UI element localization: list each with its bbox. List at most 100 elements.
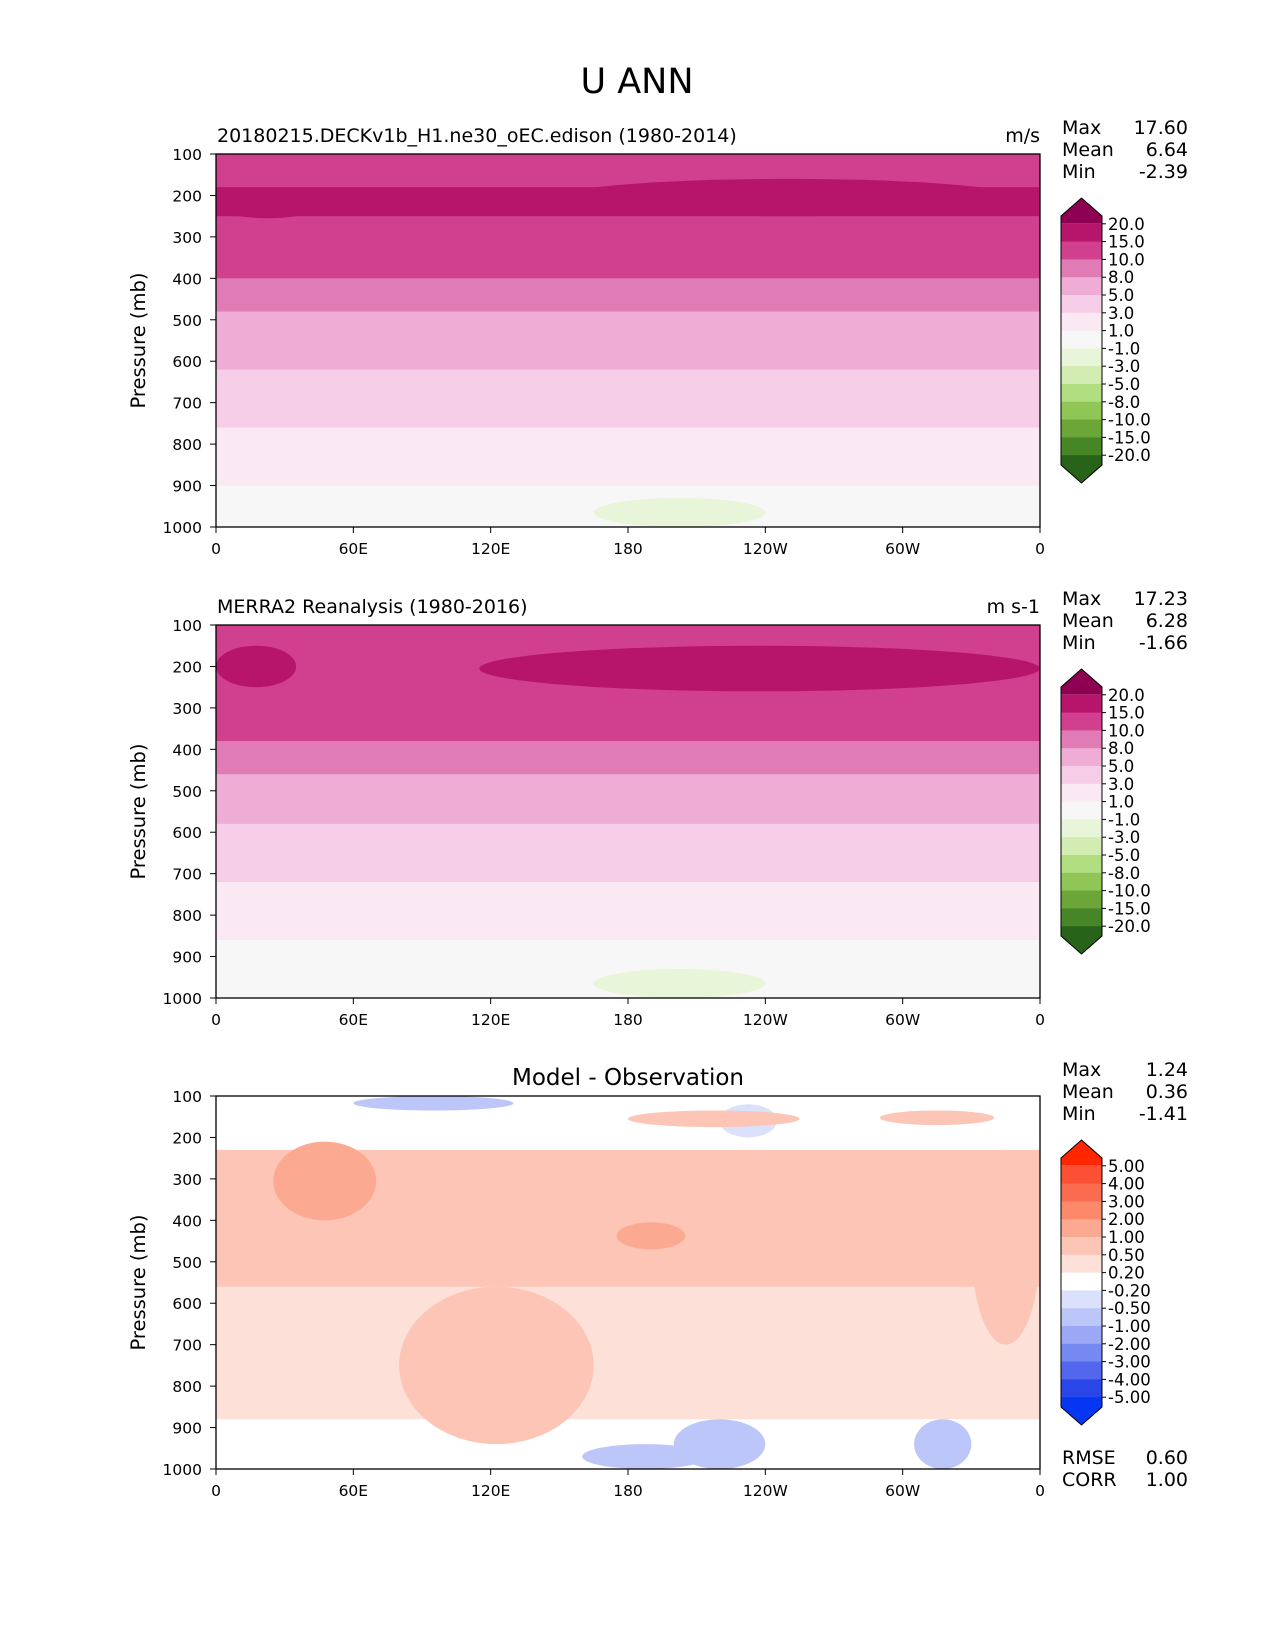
colorbar-tick-label: 1.0 [1108,322,1134,341]
contour-region [673,1419,766,1469]
colorbar-swatch [1061,1219,1102,1238]
colorbar-tick-label: 20.0 [1108,215,1145,234]
colorbar: 20.015.010.08.05.03.01.0-1.0-3.0-5.0-8.0… [1060,668,1151,955]
y-tick-label: 800 [172,1378,202,1396]
colorbar-swatch [1061,748,1102,767]
stat-value-min: -2.39 [1139,161,1188,183]
colorbar-tick-label: 10.0 [1108,721,1145,740]
colorbar-swatch [1061,837,1102,856]
contour-region [216,645,297,688]
colorbar-tick-label: -1.0 [1108,339,1140,358]
y-tick-label: 800 [172,436,202,454]
x-tick-label: 0 [1035,1482,1045,1500]
y-tick-label: 900 [172,1420,202,1438]
colorbar-swatch [1061,819,1102,838]
colorbar-swatch [1061,259,1102,278]
contour-band [216,691,1040,742]
x-tick-label: 60E [339,540,369,558]
stat-value-mean: 6.28 [1146,610,1188,632]
colorbar-tick-label: 2.00 [1108,1210,1145,1229]
colorbar-tick-label: -0.20 [1108,1281,1151,1300]
x-tick-label: 120E [471,540,510,558]
colorbar-swatch [1061,295,1102,314]
stat-label-min: Min [1062,1103,1096,1125]
colorbar-swatch [1061,312,1102,331]
colorbar-swatch [1061,766,1102,785]
colorbar-swatch [1061,1326,1102,1345]
metric-rmse-label: RMSE [1062,1447,1116,1469]
colorbar-tick-label: 8.0 [1108,268,1134,287]
y-tick-label: 300 [172,1171,202,1189]
contour-band [216,427,1040,487]
colorbar-swatch [1061,1140,1102,1166]
colorbar-swatch [1061,890,1102,909]
colorbar-swatch [1061,348,1102,367]
y-tick-label: 700 [172,395,202,413]
x-tick-label: 180 [613,1011,643,1029]
contour-region [273,1141,377,1221]
contour-region [616,1222,686,1250]
colorbar-tick-label: 1.0 [1108,793,1134,812]
contour-region [216,193,319,219]
colorbar-swatch [1061,241,1102,260]
colorbar-swatch [1061,1379,1102,1398]
panel-title: Model - Observation [512,1065,744,1091]
contour-region [879,1110,995,1126]
colorbar-swatch [1061,1201,1102,1220]
colorbar-swatch [1061,694,1102,713]
colorbar-tick-label: -15.0 [1108,428,1151,447]
y-tick-label: 500 [172,1254,202,1272]
colorbar-tick-label: -4.00 [1108,1370,1151,1389]
colorbar-swatch [1061,1254,1102,1273]
stat-label-max: Max [1062,588,1101,610]
y-tick-label: 200 [172,1129,202,1147]
contour-field [216,1096,1040,1469]
panel-3: 100 200 300 400 500 600 700 800 900 1000 0 60E 120E 1… [127,1059,1188,1500]
colorbar-swatch [1061,437,1102,456]
stat-label-mean: Mean [1062,139,1114,161]
x-tick-label: 120E [471,1482,510,1500]
y-tick-label: 100 [172,617,202,635]
y-tick-label: 200 [172,187,202,205]
colorbar-tick-label: 3.0 [1108,775,1134,794]
colorbar-tick-label: -5.0 [1108,375,1140,394]
y-tick-label: 200 [172,658,202,676]
x-tick-label: 0 [211,1011,221,1029]
contour-band [216,216,1040,279]
y-tick-label: 600 [172,353,202,371]
contour-region [353,1096,514,1111]
colorbar-tick-label: -10.0 [1108,411,1151,430]
panel-1: 100 200 300 400 500 600 700 800 900 1000 0 60E 120E 1… [127,117,1188,558]
colorbar-tick-label: 0.50 [1108,1246,1145,1265]
contour-region [559,178,1018,217]
metric-rmse-value: 0.60 [1146,1447,1188,1469]
x-tick-label: 0 [1035,540,1045,558]
y-tick-label: 400 [172,741,202,759]
colorbar-tick-label: -3.0 [1108,357,1140,376]
panel-2: 100 200 300 400 500 600 700 800 900 1000 0 60E 120E 1… [127,588,1188,1029]
contour-field [216,154,1040,527]
colorbar-tick-label: 5.00 [1108,1157,1145,1176]
stat-value-min: -1.66 [1139,632,1188,654]
colorbar-swatch [1061,1361,1102,1380]
colorbar-outline [1060,668,1103,955]
contour-region [971,1149,1040,1345]
y-tick-label: 400 [172,270,202,288]
colorbar-tick-label: -3.00 [1108,1353,1151,1372]
x-tick-label: 60W [885,1011,920,1029]
contour-region [628,1110,800,1128]
stat-value-max: 1.24 [1146,1059,1188,1081]
colorbar-swatch [1061,1183,1102,1202]
contour-field [216,625,1040,998]
colorbar: 5.004.003.002.001.000.500.20-0.20-0.50-1… [1060,1139,1151,1426]
contour-band [216,1286,1040,1420]
figure-title: U ANN [580,62,693,102]
x-tick-label: 180 [613,540,643,558]
contour-band [216,154,1040,163]
y-tick-label: 700 [172,866,202,884]
y-tick-label: 600 [172,824,202,842]
colorbar-swatch [1061,1165,1102,1184]
x-tick-label: 120W [743,540,788,558]
